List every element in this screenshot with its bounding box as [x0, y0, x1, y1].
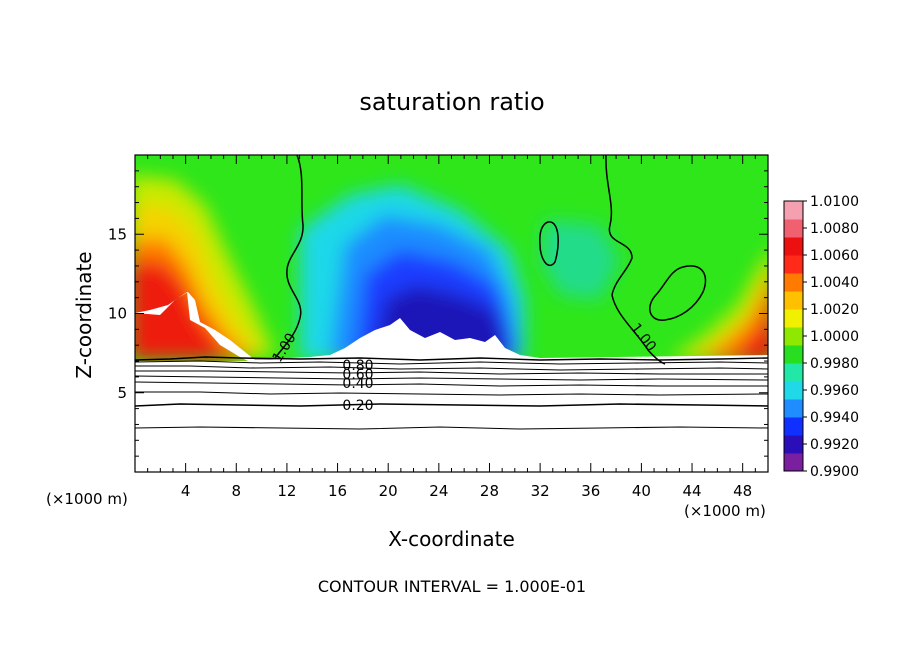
colorbar-tick-label: 0.9940 [810, 410, 859, 426]
colorbar-segment [784, 255, 803, 274]
colorbar-segment [784, 219, 803, 238]
x-tick-label: 16 [328, 482, 347, 500]
x-tick-label: 12 [277, 482, 296, 500]
contour-line-1p00-left [274, 155, 304, 359]
colorbar-segment [784, 237, 803, 256]
colorbar-segment [784, 363, 803, 382]
x-tick-label: 44 [682, 482, 701, 500]
contour-line-low-8 [135, 403, 768, 407]
x-tick-label: 40 [632, 482, 651, 500]
contour-line-1p00-right [605, 155, 666, 365]
x-axis-unit-label-left: (×1000 m) [46, 490, 128, 508]
contour-line-low-1 [135, 356, 768, 361]
axis-ticks [135, 155, 768, 472]
contour-loop-small [539, 221, 559, 267]
contour-line-low-6 [135, 381, 768, 387]
contour-label: 0.80 [342, 358, 373, 374]
colorbar-segment [784, 201, 803, 220]
colorbar-tick-label: 1.0060 [810, 248, 859, 264]
contour-line-low-7 [135, 391, 768, 396]
colorbar-tick-label: 0.9980 [810, 356, 859, 372]
x-tick-label: 24 [429, 482, 448, 500]
colorbar-tick-label: 1.0020 [810, 302, 859, 318]
contour-loop-large [649, 265, 707, 321]
colorbar-segment [784, 417, 803, 436]
x-axis-unit-label-right: (×1000 m) [684, 502, 766, 520]
colorbar-segment [784, 453, 803, 472]
contour-line-low-9 [135, 426, 768, 430]
contour-line-low-4 [135, 370, 768, 375]
colorbar-tick-label: 1.0000 [810, 329, 859, 345]
contour-label: 0.60 [342, 367, 373, 383]
x-tick-label: 20 [379, 482, 398, 500]
colorbar-tick-label: 1.0080 [810, 221, 859, 237]
x-tick-label: 8 [232, 482, 242, 500]
colorbar-segment [784, 273, 803, 292]
x-tick-label: 32 [531, 482, 550, 500]
y-tick-label: 15 [108, 225, 127, 243]
colorbar-tick-label: 1.0040 [810, 275, 859, 291]
colorbar-segment [784, 435, 803, 454]
y-tick-label: 10 [108, 305, 127, 323]
colorbar-segment [784, 345, 803, 364]
contour-interval-note: CONTOUR INTERVAL = 1.000E-01 [317, 577, 587, 596]
colorbar-tick-label: 0.9960 [810, 383, 859, 399]
contour-label: 0.40 [342, 376, 373, 392]
y-tick-label: 5 [117, 384, 127, 402]
colorbar-segment [784, 327, 803, 346]
colorbar-segment [784, 291, 803, 310]
x-tick-label: 4 [181, 482, 191, 500]
contour-line-low-2 [135, 360, 768, 365]
x-tick-label: 28 [480, 482, 499, 500]
chart-title: saturation ratio [359, 88, 545, 116]
colorbar-tick-label: 0.9920 [810, 437, 859, 453]
x-tick-label: 48 [733, 482, 752, 500]
colorbar-segment [784, 399, 803, 418]
contour-line-low-3 [135, 365, 768, 371]
x-axis-label: X-coordinate [388, 527, 515, 551]
colorbar-tick-label: 1.0100 [810, 194, 859, 210]
x-tick-label: 36 [581, 482, 600, 500]
colorbar-segment [784, 309, 803, 328]
unsaturated-region [135, 292, 768, 362]
contour-line-low-5 [135, 375, 768, 381]
colorbar-segment [784, 381, 803, 400]
colorbar: 1.0100 1.0080 1.0060 1.0040 1.0020 1.0000 0.99… [783, 194, 859, 480]
contour-label: 0.20 [342, 398, 373, 414]
colorbar-tick-label: 0.9900 [810, 464, 859, 480]
